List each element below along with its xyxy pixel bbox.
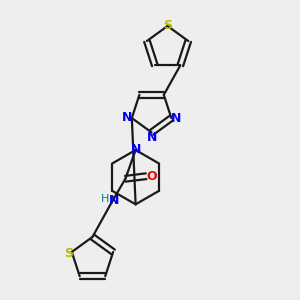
Text: N: N: [109, 194, 120, 207]
Text: N: N: [122, 111, 132, 124]
Text: S: S: [163, 19, 172, 32]
Text: N: N: [147, 131, 157, 144]
Text: H: H: [101, 194, 109, 204]
Text: O: O: [147, 170, 157, 183]
Text: N: N: [130, 143, 141, 156]
Text: S: S: [64, 247, 73, 260]
Text: N: N: [171, 112, 182, 125]
